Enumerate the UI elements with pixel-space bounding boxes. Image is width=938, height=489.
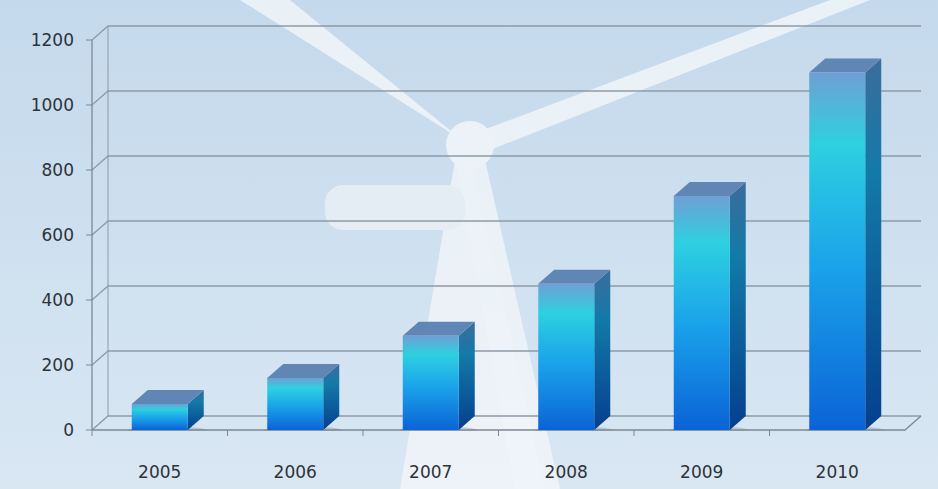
bar-top — [403, 322, 475, 336]
x-tick-label: 2007 — [409, 462, 452, 482]
y-tick-label: 200 — [42, 355, 74, 375]
bar — [809, 73, 865, 431]
bar-group — [128, 390, 208, 431]
y-tick-label: 0 — [63, 420, 74, 440]
y-tick — [86, 365, 92, 366]
y-tick — [86, 300, 92, 301]
bar-group — [670, 182, 750, 431]
x-tick — [363, 430, 364, 436]
y-tick-label: 400 — [42, 290, 74, 310]
grid — [92, 26, 921, 430]
bar-top — [538, 270, 610, 284]
x-tick — [92, 430, 93, 436]
y-tick-label: 600 — [42, 225, 74, 245]
bar-top — [267, 364, 339, 378]
bar-group — [805, 59, 885, 432]
bar-side — [594, 270, 610, 430]
x-tick-label: 2008 — [545, 462, 588, 482]
background — [0, 0, 938, 489]
bar-side — [730, 182, 746, 430]
y-tick — [86, 170, 92, 171]
chart: 0 200 400 600 800 1000 1200 2005 2006 2007 2008 200… — [0, 0, 938, 489]
bar — [132, 404, 188, 430]
bar-group — [399, 322, 479, 431]
bar — [267, 378, 323, 430]
bar-group — [534, 270, 614, 431]
y-tick-label: 1200 — [31, 30, 74, 50]
grid-line — [92, 26, 921, 40]
bar — [403, 336, 459, 430]
grid-line — [92, 286, 921, 300]
y-tick — [86, 105, 92, 106]
bar — [674, 196, 730, 430]
bar — [538, 284, 594, 430]
bar-side — [459, 322, 475, 430]
y-tick-label: 1000 — [31, 95, 74, 115]
bars — [128, 59, 886, 432]
grid-line — [92, 221, 921, 235]
turbine-blade — [455, 150, 545, 489]
x-tick — [227, 430, 228, 436]
y-tick — [86, 235, 92, 236]
grid-line — [92, 351, 921, 365]
y-tick — [86, 40, 92, 41]
bar-group — [263, 364, 343, 431]
bar-top — [132, 390, 204, 404]
y-axis — [91, 40, 92, 430]
x-tick-label: 2009 — [680, 462, 723, 482]
grid-line — [92, 416, 921, 430]
bar-top — [809, 59, 881, 73]
back-wall-edge — [108, 26, 109, 416]
turbine-blade — [240, 0, 462, 140]
y-tick-label: 800 — [42, 160, 74, 180]
turbine-nacelle — [325, 185, 465, 230]
x-tick-label: 2010 — [816, 462, 859, 482]
x-tick-label: 2005 — [138, 462, 181, 482]
turbine-hub — [446, 121, 494, 169]
y-tick — [86, 430, 92, 431]
bar-side — [865, 59, 881, 431]
x-tick-label: 2006 — [274, 462, 317, 482]
x-axis — [92, 416, 921, 430]
grid-line — [92, 156, 921, 170]
x-tick — [769, 430, 770, 436]
x-tick — [634, 430, 635, 436]
bar-top — [674, 182, 746, 196]
grid-line — [92, 91, 921, 105]
x-tick — [498, 430, 499, 436]
